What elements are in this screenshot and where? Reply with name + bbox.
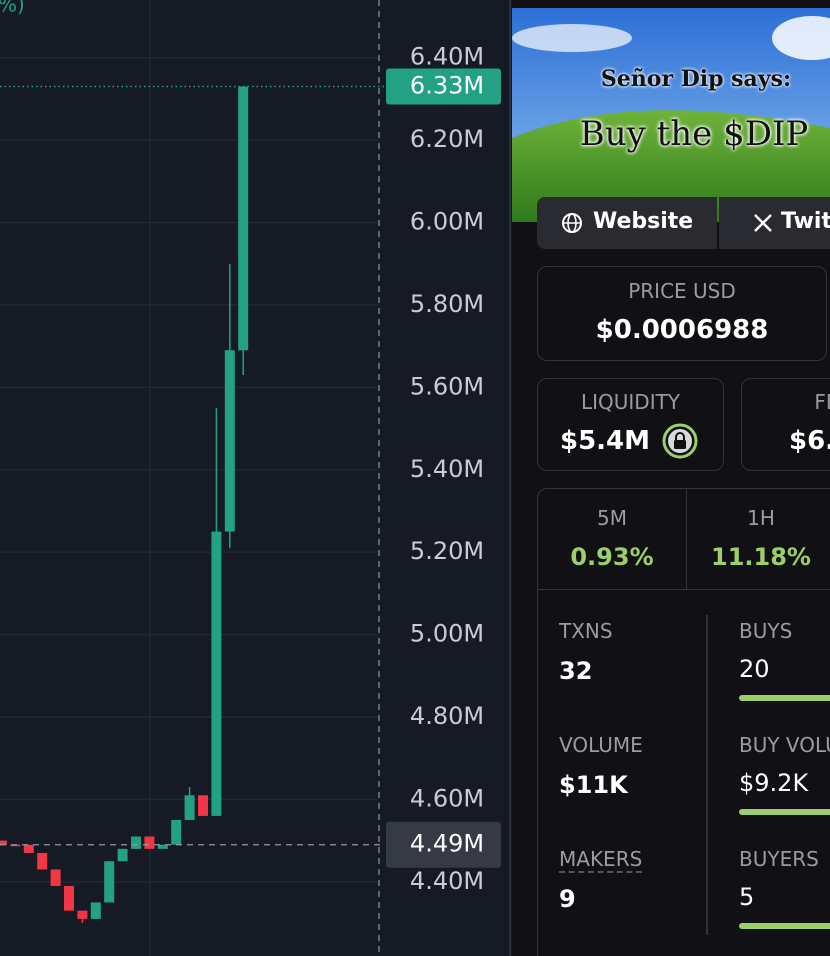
info-panel: Señor Dip says: Buy the $DIP Website Twi…	[512, 0, 830, 956]
candle-body	[117, 848, 128, 862]
y-tick-label: 4.40M	[410, 867, 484, 895]
candle-body	[157, 844, 168, 849]
change-value: 11.18%	[711, 543, 811, 571]
stat-value: 5	[739, 883, 755, 911]
buy-volume-bar	[739, 809, 830, 815]
y-tick-label: 5.40M	[410, 455, 484, 483]
change-value: 0.93%	[570, 543, 654, 571]
price-card: PRICE USD $0.0006988	[537, 266, 827, 361]
chart-background	[0, 0, 512, 956]
grid	[0, 56, 378, 883]
y-tick-label: 6.00M	[410, 208, 484, 236]
candle-body	[198, 795, 208, 816]
lock-icon	[662, 423, 698, 459]
banner-caption: Señor Dip says:	[600, 66, 792, 92]
buy-ratio-bar	[739, 695, 830, 701]
candle-body	[0, 840, 7, 845]
stat-value: $0.0006988	[595, 315, 769, 345]
link-label: Twitter	[781, 209, 830, 234]
banner-headline: Buy the $DIP	[579, 114, 809, 154]
price-chart: 4.40M 4.60M 4.80M 5.00M 5.20M 5.40M 5.60M 5.80M…	[0, 0, 512, 956]
last-price-label: 6.33M	[410, 72, 484, 100]
stat-value: $5.4M	[560, 426, 651, 456]
globe-icon	[562, 213, 582, 233]
y-tick-label: 5.60M	[410, 372, 484, 400]
liquidity-card: LIQUIDITY $5.4M	[537, 378, 724, 471]
y-tick-label: 4.80M	[410, 702, 484, 730]
stat-label: TXNS	[559, 619, 613, 643]
stat-label: FDV	[814, 390, 830, 414]
crosshair-label: 4.49M	[410, 830, 484, 858]
divider	[686, 489, 687, 589]
fdv-card: FDV $6.3M	[741, 378, 830, 471]
stat-label: VOLUME	[559, 733, 643, 757]
candle-body	[184, 795, 195, 821]
divider	[706, 615, 708, 935]
overlay: 4.40M 4.60M 4.80M 5.00M 5.20M 5.40M 5.60M 5.80M…	[0, 43, 501, 895]
stat-value: $11K	[559, 771, 628, 799]
candle-body	[77, 910, 88, 919]
stat-label: BUYERS	[739, 847, 819, 871]
candle-body	[224, 350, 235, 532]
candles	[0, 86, 249, 924]
corner-text: %)	[0, 0, 25, 17]
y-tick-label: 6.20M	[410, 125, 484, 153]
stat-value: 9	[559, 885, 576, 913]
stat-label: BUY VOLUME	[739, 733, 830, 757]
stats-card: 5M 0.93% 1H 11.18% TXNS 32 BUYS 20 VOLUM…	[537, 488, 830, 956]
candle-body	[144, 836, 155, 849]
y-tick-label: 5.00M	[410, 620, 484, 648]
candle-body	[131, 836, 141, 849]
stat-value: 20	[739, 655, 770, 683]
candle-body	[64, 885, 74, 911]
link-label: Website	[593, 209, 694, 234]
stat-value: 32	[559, 657, 593, 685]
stat-value: $6.3M	[789, 426, 830, 456]
last-price-badge	[386, 68, 501, 105]
crosshair-badge	[386, 821, 501, 868]
y-tick-label: 6.40M	[410, 43, 484, 71]
change-label: 5M	[597, 506, 627, 530]
candle-body	[50, 869, 61, 886]
candle-body	[238, 86, 249, 351]
y-tick-label: 4.60M	[410, 784, 484, 812]
candle-body	[10, 844, 21, 847]
candle-body	[37, 852, 48, 870]
change-label: 1H	[747, 506, 775, 530]
divider	[538, 589, 830, 590]
banner-image	[512, 8, 830, 222]
x-icon	[754, 214, 772, 232]
stat-label: MAKERS	[559, 847, 643, 873]
candle-body	[90, 902, 101, 919]
stat-label: PRICE USD	[628, 279, 736, 303]
candle-body	[104, 861, 115, 903]
candle-body	[23, 844, 34, 853]
y-tick-label: 5.80M	[410, 290, 484, 318]
website-button[interactable]: Website	[537, 197, 717, 249]
stat-value: $9.2K	[739, 769, 809, 797]
y-tick-label: 5.20M	[410, 537, 484, 565]
stat-label: BUYS	[739, 619, 793, 643]
buyers-bar	[739, 923, 830, 929]
candle-body	[211, 531, 222, 816]
candle-body	[171, 820, 182, 845]
twitter-button[interactable]: Twitter	[719, 197, 830, 249]
stat-label: LIQUIDITY	[580, 390, 681, 414]
